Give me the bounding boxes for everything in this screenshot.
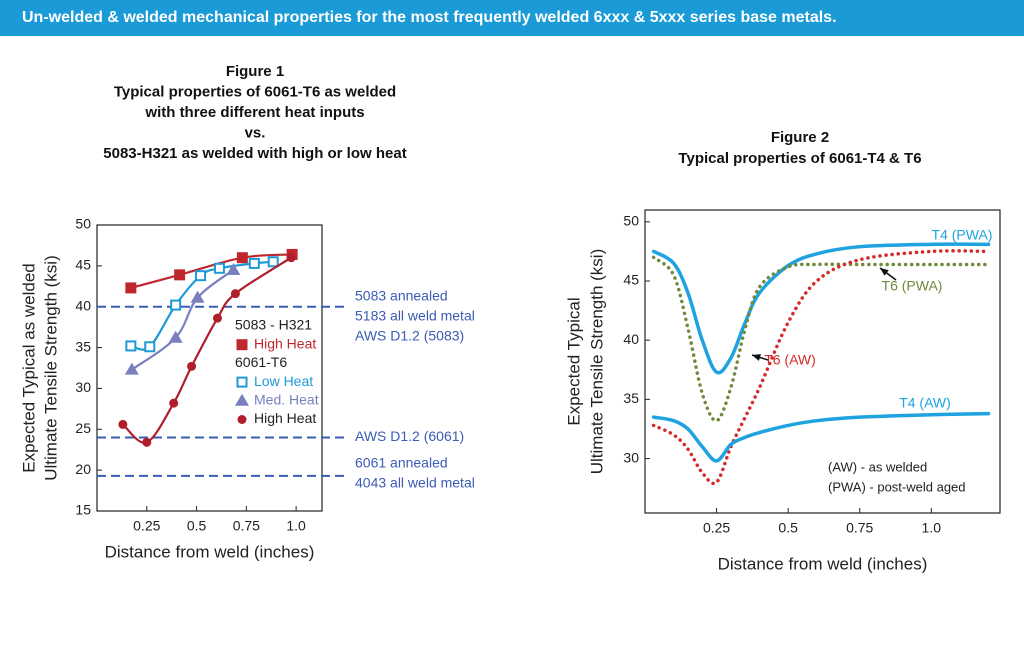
reference-label: 5083 annealed [355, 287, 448, 303]
chart-title: Typical properties of 6061-T4 & T6 [678, 150, 921, 167]
series-line [651, 249, 991, 486]
x-tick-label: 0.75 [233, 518, 260, 534]
y-axis-label: Expected Typical as welded [19, 263, 38, 472]
marker [144, 341, 156, 353]
x-axis-label: Distance from weld (inches) [105, 542, 315, 561]
marker [125, 340, 137, 352]
reference-label: 5183 all weld metal [355, 307, 475, 323]
legend-marker [237, 415, 247, 424]
series-label: T4 (AW) [899, 395, 951, 411]
series-line [651, 411, 991, 463]
y-axis-label: Ultimate Tensile Strength (ksi) [587, 249, 606, 475]
y-tick-label: 45 [75, 257, 91, 273]
marker [212, 313, 222, 323]
series-line [651, 242, 991, 375]
y-tick-label: 15 [75, 502, 91, 518]
series-label: T4 (PWA) [932, 227, 993, 243]
reference-label: AWS D1.2 (6061) [355, 428, 464, 444]
banner-title: Un-welded & welded mechanical properties… [22, 9, 837, 26]
x-tick-label: 0.25 [703, 520, 730, 536]
chart-title: vs. [245, 124, 266, 141]
y-tick-label: 50 [75, 216, 91, 232]
y-tick-label: 40 [623, 331, 639, 347]
marker [248, 257, 260, 269]
banner [0, 0, 1024, 36]
marker [286, 253, 296, 263]
marker [170, 299, 182, 311]
marker [174, 269, 186, 281]
series-label: T6 (AW) [764, 352, 816, 368]
note: (PWA) - post-weld aged [828, 479, 966, 494]
x-tick-label: 0.5 [187, 518, 207, 534]
legend-group: 5083 - H321 [235, 317, 312, 333]
y-tick-label: 25 [75, 420, 91, 436]
marker [168, 330, 183, 343]
legend-label: High Heat [254, 335, 316, 351]
chart-title: Figure 1 [226, 63, 284, 80]
plot-frame [644, 209, 1001, 514]
legend-marker [236, 376, 248, 388]
marker [187, 361, 197, 371]
note: (AW) - as welded [828, 459, 927, 474]
marker [226, 262, 241, 275]
marker [267, 256, 279, 268]
chart-title: Figure 2 [771, 129, 829, 146]
chart-title: with three different heat inputs [144, 104, 364, 121]
x-tick-label: 0.5 [778, 520, 798, 536]
marker [190, 290, 205, 303]
chart-title: 5083-H321 as welded with high or low hea… [103, 145, 406, 162]
legend-label: Low Heat [254, 373, 313, 389]
x-tick-label: 0.75 [846, 520, 873, 536]
y-tick-label: 40 [75, 297, 91, 313]
marker [124, 362, 139, 375]
y-axis-label: Ultimate Tensile Strength (ksi) [41, 255, 60, 481]
marker [236, 252, 248, 264]
x-axis-label: Distance from weld (inches) [718, 554, 928, 573]
plot-frame [96, 224, 323, 512]
marker [142, 437, 152, 447]
y-tick-label: 35 [75, 338, 91, 354]
marker [213, 262, 225, 274]
y-tick-label: 30 [623, 449, 639, 465]
marker [230, 289, 240, 299]
series-line [130, 268, 235, 371]
reference-label: 6061 annealed [355, 455, 448, 471]
marker [195, 270, 207, 282]
y-tick-label: 50 [623, 213, 639, 229]
x-tick-label: 1.0 [286, 518, 306, 534]
y-tick-label: 35 [623, 390, 639, 406]
arrow-head [752, 354, 761, 361]
series-line [129, 253, 294, 290]
reference-label: 4043 all weld metal [355, 475, 475, 491]
marker [169, 398, 179, 408]
y-tick-label: 30 [75, 379, 91, 395]
marker [118, 419, 128, 429]
marker [125, 282, 137, 294]
y-axis-label: Expected Typical [564, 297, 583, 425]
x-tick-label: 0.25 [133, 518, 160, 534]
chart-title: Typical properties of 6061-T6 as welded [114, 83, 396, 100]
arrow-head [880, 268, 889, 276]
legend-marker [235, 393, 249, 406]
legend-label: High Heat [254, 410, 316, 426]
y-tick-label: 20 [75, 461, 91, 477]
legend-marker [236, 339, 248, 351]
series-label: T6 (PWA) [882, 278, 943, 294]
legend-group: 6061-T6 [235, 354, 287, 370]
x-tick-label: 1.0 [922, 520, 942, 536]
legend-label: Med. Heat [254, 392, 319, 408]
reference-label: AWS D1.2 (5083) [355, 327, 464, 343]
y-tick-label: 45 [623, 272, 639, 288]
